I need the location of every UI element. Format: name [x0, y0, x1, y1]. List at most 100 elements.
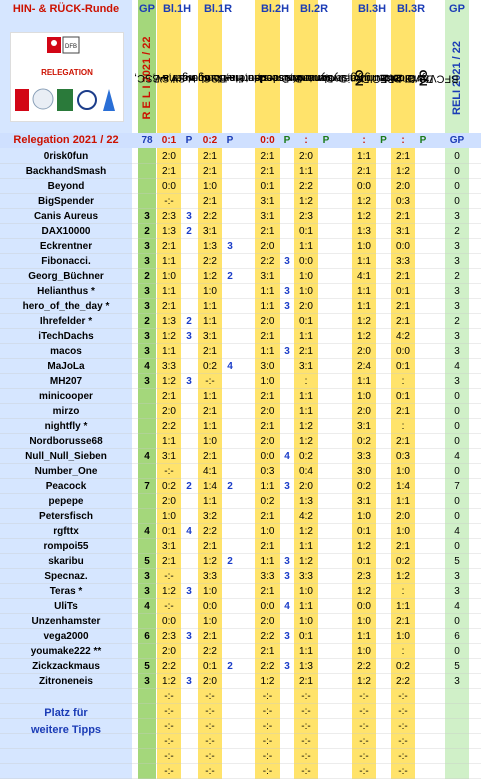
tip-e: 1:3 [357, 226, 371, 237]
tip-d: 0:1 [299, 631, 313, 642]
tip-c: 0:2 [260, 496, 275, 507]
row-separator [0, 253, 481, 254]
player-total: 5 [454, 556, 460, 567]
points-d [318, 614, 334, 629]
label-column-bg [0, 0, 132, 779]
points-e [376, 449, 391, 464]
player-gp: 3 [144, 571, 150, 582]
points-d [318, 449, 334, 464]
tip-c: 1:1 [260, 346, 275, 357]
tip-a: 1:2 [162, 586, 176, 597]
points-b [222, 314, 238, 329]
tip-e: 4:1 [357, 271, 371, 282]
tip-a: -:- [164, 196, 174, 207]
logo-caption: RELEGATION [41, 68, 93, 77]
points-e [376, 284, 391, 299]
tip-b: 0:2 [203, 361, 217, 372]
points-f [415, 299, 431, 314]
tip-d: 1:0 [299, 586, 313, 597]
points-e [376, 224, 391, 239]
points-f [415, 164, 431, 179]
points-c [280, 464, 294, 479]
tip-f: 1:2 [396, 166, 410, 177]
result-b1rp: P [226, 135, 234, 146]
row-separator [0, 298, 481, 299]
tip-c: 1:1 [260, 556, 275, 567]
tip-d: -:- [301, 736, 311, 747]
points-f [415, 704, 431, 719]
tip-b: -:- [205, 736, 215, 747]
tip-a: 1:2 [162, 331, 176, 342]
tip-c: -:- [262, 721, 273, 732]
tip-e: 3:0 [357, 466, 371, 477]
points-a [181, 599, 197, 614]
player-gp: 3 [144, 241, 150, 252]
tip-e: 1:1 [357, 376, 371, 387]
points-b [222, 209, 238, 224]
row-separator [0, 223, 481, 224]
points-d [318, 689, 334, 704]
points-b [222, 194, 238, 209]
points-c [280, 749, 294, 764]
tip-a: 2:3 [162, 631, 176, 642]
tip-c: 2:0 [260, 406, 275, 417]
points-a [181, 554, 197, 569]
tip-a: -:- [164, 751, 174, 762]
player-name: nightfly * [44, 421, 88, 432]
row-separator [0, 373, 481, 374]
tip-e: 1:1 [357, 631, 371, 642]
row-separator [0, 658, 481, 659]
points-b [222, 749, 238, 764]
player-total: 4 [454, 601, 460, 612]
points-b [222, 734, 238, 749]
points-e [376, 434, 391, 449]
points-b [222, 164, 238, 179]
tip-b: 3:2 [203, 511, 217, 522]
row-separator [0, 193, 481, 194]
tip-e: 3:3 [357, 451, 371, 462]
tip-e: 1:0 [357, 391, 371, 402]
tip-f: 2:1 [396, 211, 410, 222]
tip-c: 2:1 [260, 541, 275, 552]
tip-d: 1:1 [299, 391, 313, 402]
points-b [222, 254, 238, 269]
points-b: 2 [227, 271, 233, 282]
points-d [318, 299, 334, 314]
tip-d: 2:0 [299, 151, 313, 162]
tip-e: 3:1 [357, 421, 371, 432]
points-b [222, 524, 238, 539]
row-separator [0, 178, 481, 179]
tip-b: -:- [205, 751, 215, 762]
points-a [181, 734, 197, 749]
player-gp [138, 764, 156, 779]
player-name: Number_One [34, 466, 98, 477]
tip-d: 1:3 [299, 496, 313, 507]
player-total [445, 704, 469, 719]
player-total: 0 [454, 151, 460, 162]
player-name [0, 764, 132, 779]
match-col-1-bg [157, 0, 181, 779]
tip-d: 1:0 [299, 286, 313, 297]
points-a: 3 [186, 676, 192, 687]
points-e [376, 734, 391, 749]
points-c: 3 [284, 631, 290, 642]
points-d [318, 344, 334, 359]
tip-a: -:- [164, 466, 174, 477]
tip-b: 2:2 [203, 256, 217, 267]
player-gp: 4 [144, 526, 150, 537]
points-c [280, 224, 294, 239]
points-f [415, 674, 431, 689]
player-total: 3 [454, 286, 460, 297]
points-f [415, 179, 431, 194]
points-e [376, 404, 391, 419]
player-total: 2 [454, 316, 460, 327]
tip-c: 2:1 [260, 331, 275, 342]
tip-c: 0:0 [260, 451, 275, 462]
row-separator [0, 328, 481, 329]
player-total: 0 [454, 496, 460, 507]
tip-d: 2:1 [299, 676, 313, 687]
points-a [181, 149, 197, 164]
player-name: iTechDachs [38, 331, 94, 342]
tip-d: 1:3 [299, 661, 313, 672]
player-total: 5 [454, 661, 460, 672]
